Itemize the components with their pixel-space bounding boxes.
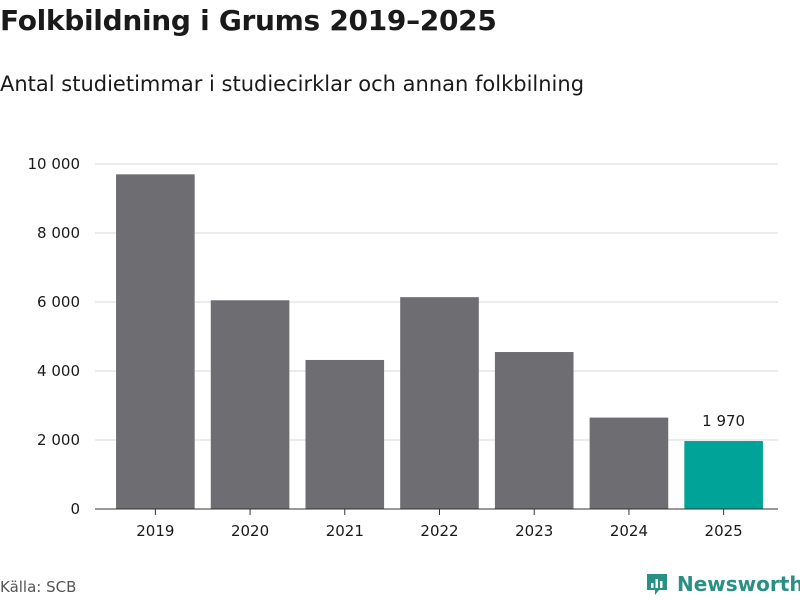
bars (116, 174, 763, 509)
y-tick-label: 4 000 (37, 362, 80, 380)
x-tick-label: 2023 (515, 522, 553, 540)
y-tick-label: 10 000 (28, 155, 81, 173)
x-tick-label: 2025 (705, 522, 743, 540)
x-axis-ticks: 2019 2020 2021 2022 2023 2024 2025 (136, 509, 743, 540)
brand-name: Newsworthy (677, 572, 800, 596)
y-axis-ticks: 0 2 000 4 000 6 000 8 000 10 000 (28, 155, 81, 518)
bar-2025 (684, 441, 763, 509)
bar-2023 (494, 352, 574, 509)
bar-2022 (400, 297, 479, 509)
chart-title: Folkbildning i Grums 2019–2025 (0, 4, 497, 37)
x-tick-label: 2021 (326, 522, 364, 540)
y-tick-label: 8 000 (37, 224, 80, 242)
y-tick-label: 0 (70, 500, 80, 518)
x-tick-label: 2020 (231, 522, 269, 540)
chart-subtitle: Antal studietimmar i studiecirklar och a… (0, 72, 585, 96)
bar-value-label: 1 970 (702, 412, 745, 430)
y-tick-label: 6 000 (37, 293, 80, 311)
x-tick-label: 2022 (420, 522, 458, 540)
bar-2020 (210, 300, 290, 509)
source-note: Källa: SCB (0, 578, 77, 596)
bar-2021 (305, 359, 385, 509)
newsworthy-logo-icon (647, 574, 667, 595)
bar-2019 (116, 174, 195, 509)
data-labels: 1 970 (702, 412, 745, 430)
x-tick-label: 2019 (136, 522, 174, 540)
y-tick-label: 2 000 (37, 431, 80, 449)
x-tick-label: 2024 (610, 522, 648, 540)
bar-2024 (589, 417, 669, 509)
brand-logo: Newsworthy (645, 570, 800, 598)
